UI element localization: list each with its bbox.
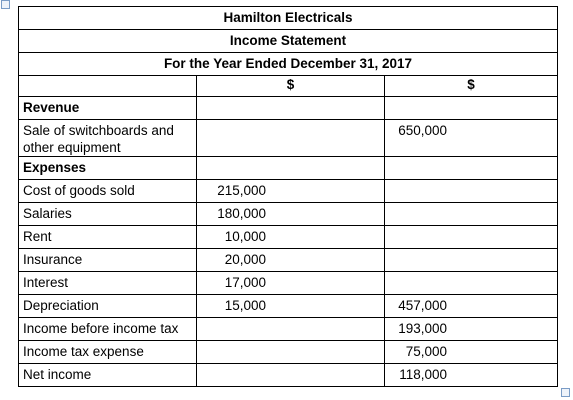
row-label: Salaries xyxy=(18,202,197,226)
table-row: Income before income tax 193,000 xyxy=(18,317,559,341)
income-statement-table: Hamilton Electricals Income Statement Fo… xyxy=(17,6,559,387)
column-header: $ xyxy=(383,75,559,97)
title-row: Income Statement xyxy=(17,29,559,53)
table-row: Expenses xyxy=(18,156,559,180)
section-heading: Expenses xyxy=(18,156,197,180)
table-row: Income tax expense 75,000 xyxy=(18,340,559,364)
blank-cell xyxy=(196,156,385,180)
blank-cell xyxy=(196,317,385,341)
title-row: For the Year Ended December 31, 2017 xyxy=(17,52,559,76)
total: 650,000 xyxy=(383,119,559,157)
blank-cell xyxy=(18,75,197,97)
row-label: Depreciation xyxy=(18,294,197,318)
blank-cell xyxy=(383,202,559,226)
total: 75,000 xyxy=(383,340,559,364)
amount: 180,000 xyxy=(196,202,385,226)
amount: 10,000 xyxy=(196,225,385,249)
row-label: Rent xyxy=(18,225,197,249)
amount: 215,000 xyxy=(196,179,385,203)
period: For the Year Ended December 31, 2017 xyxy=(17,52,559,76)
total: 457,000 xyxy=(383,294,559,318)
amount: 17,000 xyxy=(196,271,385,295)
row-label: Cost of goods sold xyxy=(18,179,197,203)
row-label: Interest xyxy=(18,271,197,295)
title-row: Hamilton Electricals xyxy=(17,6,559,30)
blank-cell xyxy=(196,340,385,364)
column-header: $ xyxy=(196,75,385,97)
row-label: Income tax expense xyxy=(18,340,197,364)
table-row: Depreciation 15,000 457,000 xyxy=(18,294,559,318)
row-label: Net income xyxy=(18,363,197,387)
table-body: Hamilton Electricals Income Statement Fo… xyxy=(17,6,559,387)
table-row: Salaries 180,000 xyxy=(18,202,559,226)
amount: 20,000 xyxy=(196,248,385,272)
table-row: Insurance 20,000 xyxy=(18,248,559,272)
resize-handle[interactable] xyxy=(561,388,570,397)
amount: 15,000 xyxy=(196,294,385,318)
table-row: Rent 10,000 xyxy=(18,225,559,249)
total: 193,000 xyxy=(383,317,559,341)
blank-cell xyxy=(383,156,559,180)
table-row: Net income 118,000 xyxy=(18,363,559,387)
blank-cell xyxy=(383,271,559,295)
blank-cell xyxy=(383,179,559,203)
blank-cell xyxy=(383,96,559,120)
blank-cell xyxy=(196,96,385,120)
blank-cell xyxy=(196,119,385,157)
table-row: Cost of goods sold 215,000 xyxy=(18,179,559,203)
move-handle[interactable] xyxy=(1,0,10,9)
row-label: Insurance xyxy=(18,248,197,272)
blank-cell xyxy=(196,363,385,387)
total: 118,000 xyxy=(383,363,559,387)
table-row: Revenue xyxy=(18,96,559,120)
table-row: Sale of switchboards and other equipment… xyxy=(18,119,559,157)
row-label: Sale of switchboards and other equipment xyxy=(18,119,197,157)
row-label: Income before income tax xyxy=(18,317,197,341)
section-heading: Revenue xyxy=(18,96,197,120)
table-row: Interest 17,000 xyxy=(18,271,559,295)
statement: Income Statement xyxy=(17,29,559,53)
blank-cell xyxy=(383,225,559,249)
company: Hamilton Electricals xyxy=(17,6,559,30)
blank-cell xyxy=(383,248,559,272)
column-header-row: $ $ xyxy=(18,75,559,97)
